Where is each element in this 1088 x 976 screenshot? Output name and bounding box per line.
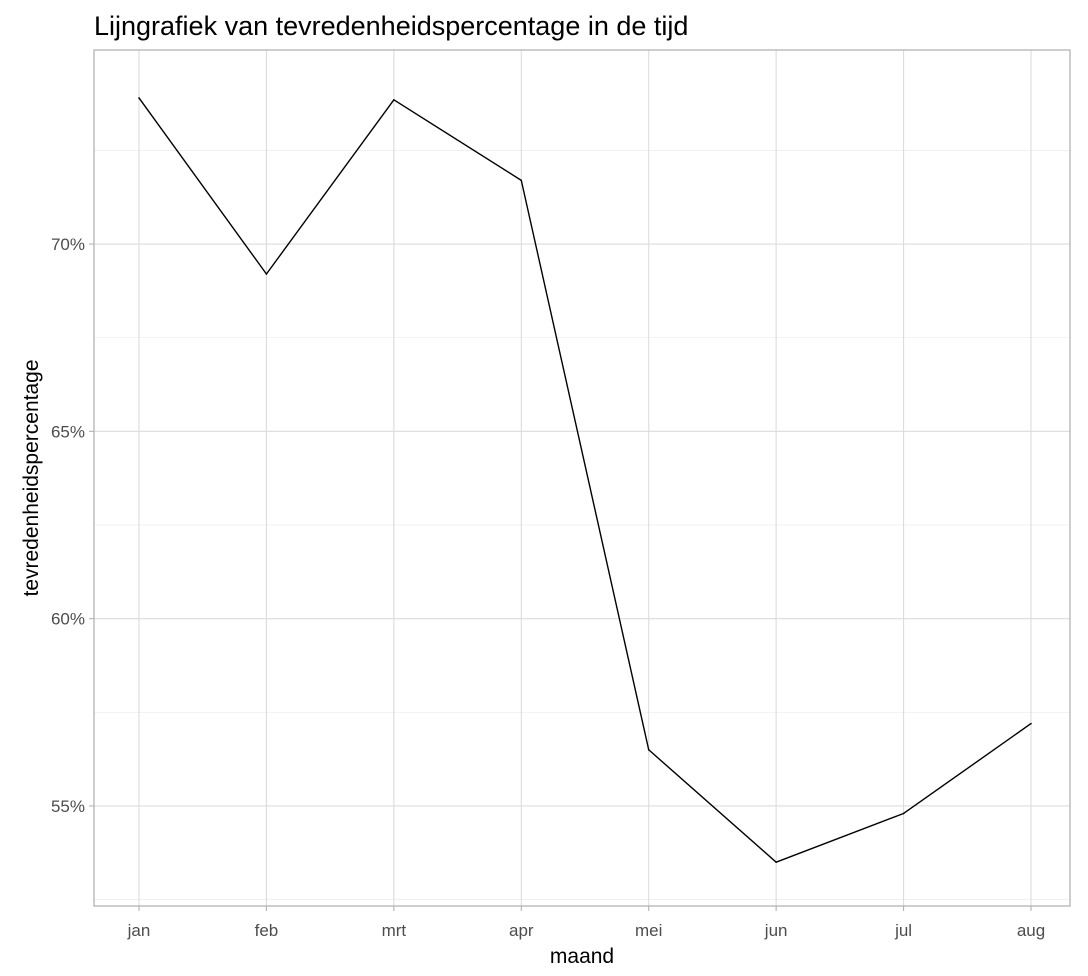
- axis-ticks: [89, 243, 1032, 911]
- x-tick-label: mei: [635, 921, 662, 940]
- data-point: [1030, 722, 1032, 725]
- x-tick-label: mrt: [382, 921, 407, 940]
- major-gridlines: [94, 50, 1070, 906]
- series-points: [138, 97, 1032, 863]
- x-tick-label: feb: [255, 921, 279, 940]
- chart-title: Lijngrafiek van tevredenheidspercentage …: [94, 11, 688, 41]
- x-tick-label: aug: [1017, 921, 1045, 940]
- data-point: [393, 99, 395, 101]
- x-tick-label: jul: [894, 921, 912, 940]
- data-point: [902, 812, 905, 815]
- data-point: [138, 97, 140, 99]
- y-tick-label: 60%: [51, 610, 85, 629]
- x-tick-labels: jan feb mrt apr mei jun jul aug: [127, 921, 1046, 940]
- y-tick-label: 55%: [51, 797, 85, 816]
- data-point: [647, 748, 650, 751]
- satisfaction-series-line: [138, 97, 1032, 863]
- plot-panel-border: [93, 49, 1071, 907]
- minor-gridlines: [94, 150, 1070, 900]
- y-tick-labels: 55% 60% 65% 70%: [51, 235, 85, 816]
- data-point: [265, 273, 268, 275]
- x-axis-title: maand: [550, 945, 614, 968]
- x-tick-label: apr: [509, 921, 534, 940]
- x-tick-label: jun: [764, 921, 788, 940]
- y-axis-title: tevredenheidspercentage: [20, 359, 43, 596]
- data-point: [775, 861, 777, 863]
- x-tick-label: jan: [127, 921, 151, 940]
- y-tick-label: 70%: [51, 235, 85, 254]
- y-tick-label: 65%: [51, 422, 85, 441]
- data-point: [520, 179, 523, 182]
